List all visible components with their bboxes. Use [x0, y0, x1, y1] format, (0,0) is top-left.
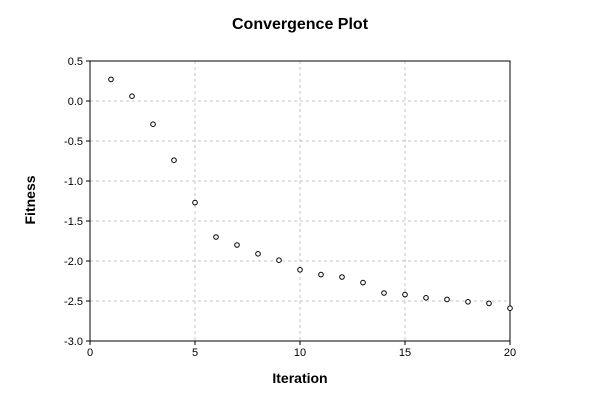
data-point [360, 279, 366, 286]
y-tick-label: 0.5 [68, 56, 83, 68]
x-tick-label: 20 [504, 347, 516, 359]
axis-ticks: 0 5 10 15 20 0.5 0.0 -0.5 -1.0 -1.5 -2.0 -2.5 -3.0 [64, 56, 516, 359]
y-tick-label: -1.5 [64, 216, 83, 228]
data-point [129, 93, 135, 99]
data-point [213, 234, 219, 240]
data-point [276, 257, 282, 264]
x-tick-label: 15 [399, 347, 411, 359]
data-point [192, 199, 198, 206]
data-point [297, 267, 303, 273]
chart-title: Convergence Plot [232, 16, 369, 33]
data-point [171, 157, 177, 163]
y-tick-label: -1.0 [64, 176, 83, 188]
data-point [465, 299, 471, 305]
data-point [108, 76, 114, 83]
x-tick-label: 0 [87, 347, 93, 359]
data-point [339, 274, 345, 280]
data-point [255, 251, 261, 257]
y-tick-label: 0.0 [68, 96, 83, 108]
y-tick-label: -2.0 [64, 256, 83, 268]
data-point [381, 290, 387, 296]
data-point [423, 295, 429, 301]
data-points [108, 76, 513, 312]
y-tick-label: -3.0 [64, 336, 83, 348]
grid-lines [90, 61, 510, 341]
data-point [444, 296, 450, 303]
data-point [486, 300, 492, 307]
x-tick-label: 5 [192, 347, 198, 359]
x-tick-label: 10 [294, 347, 306, 359]
x-axis-label: Iteration [272, 370, 327, 386]
y-axis-label: Fitness [22, 175, 38, 224]
data-point [150, 121, 156, 127]
y-tick-label: -0.5 [64, 136, 83, 148]
data-point [318, 271, 324, 278]
data-point [402, 291, 408, 298]
data-point [507, 305, 513, 312]
data-point [234, 242, 240, 248]
y-tick-label: -2.5 [64, 296, 83, 308]
